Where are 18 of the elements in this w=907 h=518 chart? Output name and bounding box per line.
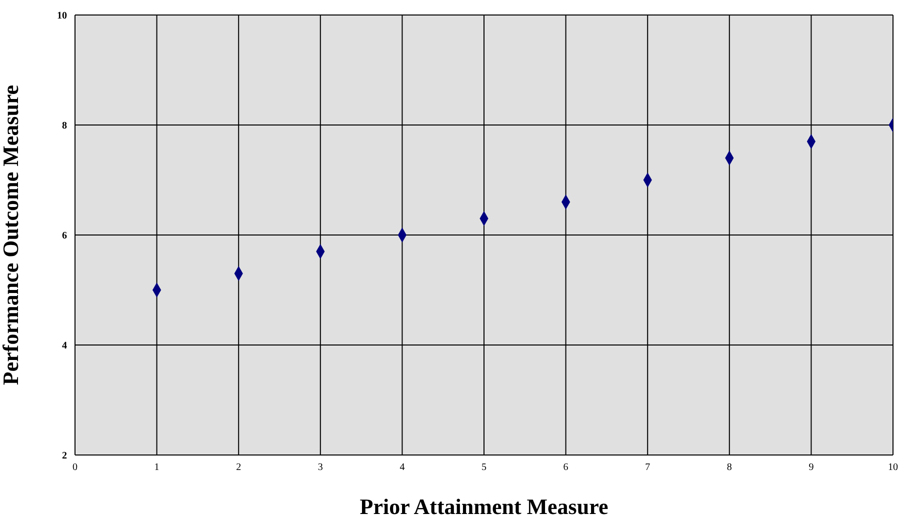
y-tick-label: 4	[62, 340, 67, 352]
y-tick-label: 2	[62, 450, 67, 462]
y-axis-title: Performance Outcome Measure	[0, 84, 23, 386]
y-tick-label: 10	[57, 10, 67, 22]
x-tick-label: 6	[563, 462, 568, 474]
x-tick-label: 9	[808, 462, 814, 474]
x-tick-label: 10	[888, 462, 898, 474]
x-tick-label: 7	[645, 462, 650, 474]
x-tick-label: 2	[236, 462, 242, 474]
x-axis-title: Prior Attainment Measure	[360, 494, 608, 518]
y-tick-label: 6	[62, 230, 67, 242]
y-tick-label: 8	[62, 120, 67, 132]
x-tick-label: 0	[72, 462, 78, 474]
x-tick-label: 3	[318, 462, 323, 474]
x-tick-label: 1	[154, 462, 160, 474]
x-tick-label: 8	[726, 462, 732, 474]
x-tick-label: 4	[400, 462, 405, 474]
x-tick-label: 5	[482, 462, 486, 474]
